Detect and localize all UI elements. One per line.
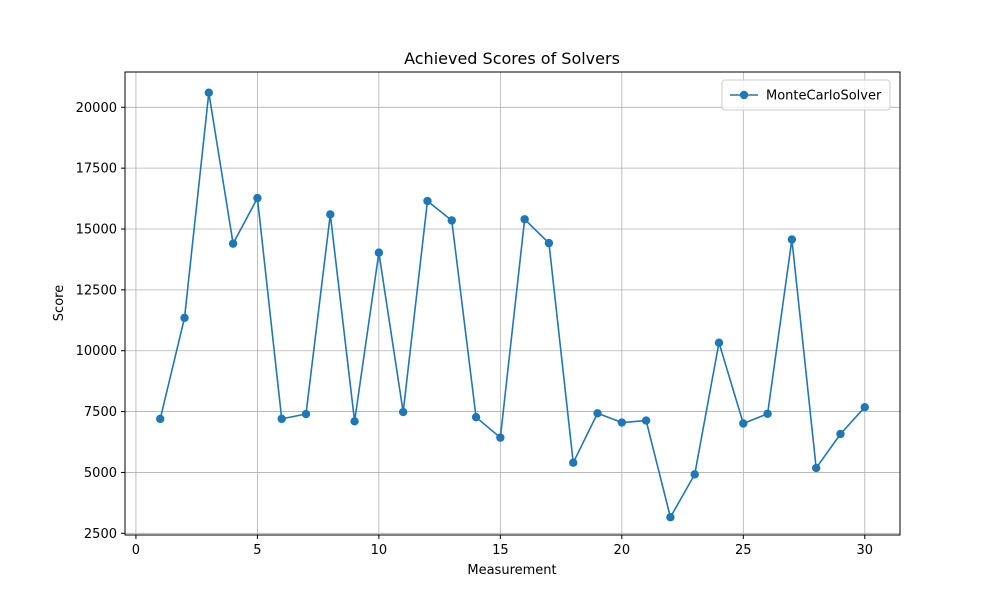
data-point	[641, 416, 651, 425]
data-point	[398, 407, 408, 417]
data-point	[787, 235, 797, 244]
y-tick-label: 12500	[76, 283, 117, 298]
data-point	[447, 216, 456, 225]
x-tick-label: 0	[132, 543, 140, 558]
data-point	[617, 418, 627, 427]
data-point	[423, 196, 432, 206]
y-tick-label: 20000	[76, 101, 117, 116]
data-point	[569, 458, 578, 467]
x-tick-label: 30	[856, 543, 873, 558]
legend-box	[721, 79, 891, 111]
y-tick-label: 2500	[84, 527, 117, 542]
legend: MonteCarloSolver	[721, 79, 891, 111]
x-tick-label: 15	[492, 543, 509, 558]
data-point	[374, 248, 384, 257]
data-point	[277, 414, 286, 424]
x-tick-label: 5	[253, 543, 261, 558]
data-point	[228, 239, 238, 248]
series-layer	[156, 88, 869, 522]
legend-marker	[739, 90, 749, 100]
legend-label: MonteCarloSolver	[766, 89, 882, 104]
data-point	[836, 429, 845, 439]
data-point	[520, 215, 529, 224]
data-point	[180, 313, 189, 323]
y-tick-label: 15000	[76, 223, 117, 238]
data-point	[666, 513, 675, 522]
series-line	[159, 91, 866, 519]
y-tick-label: 17500	[76, 162, 117, 177]
data-point	[496, 433, 505, 442]
data-point	[811, 463, 821, 473]
data-point	[714, 338, 724, 347]
x-axis-label: Measurement	[467, 563, 556, 578]
y-tick-label: 10000	[76, 344, 117, 359]
chart-title: Achieved Scores of Solvers	[404, 49, 620, 68]
data-point	[593, 409, 602, 418]
data-point	[860, 403, 869, 412]
data-point	[253, 193, 262, 203]
y-tick-label: 5000	[84, 466, 117, 481]
x-tick-label: 20	[614, 543, 631, 558]
plot-frame	[124, 71, 901, 536]
y-tick-label: 7500	[84, 405, 117, 420]
axes: 0 5 10 15 20 25 30 2500 5000 7500 10000 12500 15000 1…	[76, 71, 901, 558]
data-point	[301, 409, 311, 419]
data-point	[690, 470, 699, 479]
data-point	[739, 419, 748, 428]
y-axis-label: Score	[52, 285, 67, 321]
data-point	[544, 238, 554, 248]
data-point	[326, 210, 335, 219]
data-point	[350, 417, 359, 426]
data-point	[156, 414, 165, 424]
data-point	[471, 412, 481, 422]
x-tick-label: 25	[735, 543, 752, 558]
data-point	[763, 409, 772, 418]
x-tick-label: 10	[371, 543, 388, 558]
data-point	[204, 88, 214, 97]
